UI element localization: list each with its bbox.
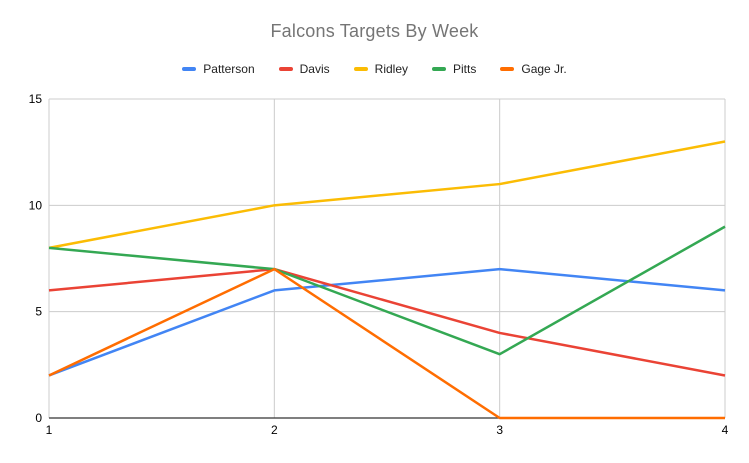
legend-item-patterson[interactable]: Patterson [182, 62, 255, 76]
series-line-ridley [48, 140, 726, 250]
legend-label: Pitts [453, 62, 477, 76]
legend-item-ridley[interactable]: Ridley [353, 62, 409, 76]
x-axis-tick-label: 2 [271, 423, 278, 437]
legend-item-pitts[interactable]: Pitts [432, 62, 476, 76]
series-line-davis [48, 267, 726, 377]
x-axis-tick-label: 1 [46, 423, 53, 437]
legend-label: Davis [299, 62, 330, 76]
chart-title: Falcons Targets By Week [270, 21, 479, 41]
legend-label: Patterson [203, 62, 255, 76]
legend-marker-ridley [353, 67, 368, 71]
legend-marker-patterson [182, 67, 197, 71]
legend-marker-pitts [432, 67, 447, 71]
x-axis-tick-label: 4 [722, 423, 729, 437]
x-axis-tick-label: 3 [496, 423, 503, 437]
series-line-patterson [48, 267, 726, 377]
y-axis-tick-label: 10 [29, 198, 43, 212]
y-axis-tick-label: 15 [29, 92, 43, 106]
y-axis-tick-label: 0 [35, 411, 42, 425]
legend-marker-davis [278, 67, 293, 71]
legend: Patterson Davis Ridley Pitts Gage Jr. [0, 62, 749, 76]
legend-marker-gage-jr [500, 67, 515, 71]
y-axis-tick-label: 5 [35, 305, 42, 319]
legend-item-davis[interactable]: Davis [278, 62, 330, 76]
series-line-gage-jr [48, 267, 725, 420]
legend-item-gage-jr[interactable]: Gage Jr. [500, 62, 567, 76]
legend-label: Gage Jr. [521, 62, 567, 76]
series-line-pitts [48, 225, 726, 356]
legend-label: Ridley [374, 62, 409, 76]
